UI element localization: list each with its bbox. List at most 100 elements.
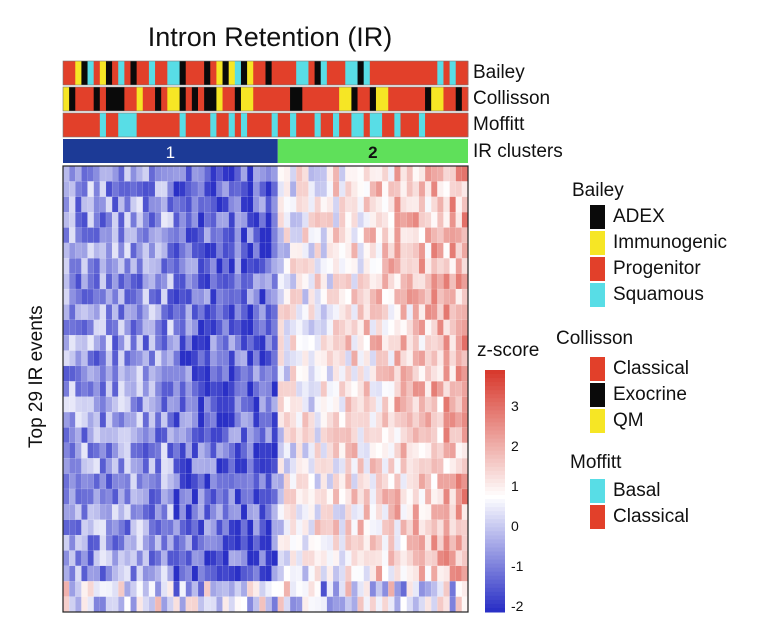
colorbar-segment [485, 418, 505, 423]
colorbar-segment [485, 478, 505, 484]
collisson-track-cell [302, 87, 309, 111]
heatmap-cell [381, 258, 389, 275]
heatmap-cell [388, 427, 395, 444]
heatmap-cell [394, 519, 401, 536]
heatmap-cell [99, 504, 107, 521]
heatmap-cell [154, 212, 162, 228]
colorbar-segment [485, 386, 505, 391]
heatmap-cell [197, 350, 205, 367]
heatmap-cell [375, 596, 383, 613]
heatmap-cell [142, 212, 150, 228]
heatmap-cell [216, 365, 223, 382]
heatmap-cell [111, 427, 119, 444]
heatmap-cell [136, 504, 144, 521]
heatmap-cell [339, 427, 346, 444]
heatmap-cell [222, 365, 230, 382]
heatmap-cell [326, 534, 334, 551]
heatmap-cell [271, 550, 279, 567]
heatmap-cell [314, 335, 322, 351]
heatmap-cell [154, 196, 162, 213]
heatmap-cell [124, 565, 131, 582]
heatmap-cell [320, 488, 328, 505]
heatmap-cell [332, 365, 340, 382]
heatmap-cell [222, 504, 230, 521]
heatmap-cell [455, 396, 463, 413]
heatmap-cell [148, 565, 156, 582]
heatmap-cell [253, 181, 260, 198]
heatmap-cell [418, 165, 426, 182]
heatmap-cell [216, 335, 223, 351]
heatmap-cell [154, 473, 162, 490]
colorbar-segment [485, 410, 505, 415]
heatmap-cell [154, 288, 162, 305]
heatmap-cell [418, 196, 426, 213]
heatmap-cell [142, 396, 150, 413]
heatmap-cell [105, 165, 113, 182]
heatmap-cell [308, 411, 316, 428]
heatmap-cell [197, 273, 205, 290]
heatmap-cell [185, 411, 193, 428]
heatmap-cell [222, 242, 230, 259]
heatmap-cell [240, 196, 248, 213]
heatmap-cell [449, 319, 457, 336]
heatmap-cell [283, 565, 291, 582]
heatmap-cell [326, 335, 334, 351]
heatmap-cell [253, 442, 260, 459]
moffitt-track-cell [382, 113, 389, 137]
heatmap-cell [124, 596, 131, 613]
heatmap-cell [394, 504, 401, 521]
heatmap-cell [388, 227, 395, 244]
bailey-track-cell [93, 61, 101, 85]
heatmap-cell [424, 504, 432, 521]
heatmap-cell [62, 242, 70, 259]
collisson-track-cell [339, 87, 346, 111]
heatmap-cell [302, 273, 309, 290]
heatmap-cell [357, 227, 365, 244]
heatmap-cell [326, 550, 334, 567]
heatmap-cell [142, 381, 150, 398]
heatmap-cell [265, 504, 273, 521]
moffitt-track-cell [81, 113, 88, 137]
colorbar-segment [485, 470, 505, 476]
heatmap-cell [246, 458, 254, 475]
heatmap-cell [161, 565, 168, 582]
heatmap-cell [161, 534, 168, 551]
heatmap-cell [406, 365, 414, 382]
heatmap-cell [265, 534, 273, 551]
heatmap-cell [87, 488, 95, 505]
legend-swatch [590, 409, 605, 433]
heatmap-cell [253, 381, 260, 398]
heatmap-cell [210, 488, 217, 505]
moffitt-track-cell [425, 113, 432, 137]
heatmap-cell [228, 319, 236, 336]
legend-swatch [590, 283, 605, 307]
heatmap-cell [388, 473, 395, 490]
heatmap-cell [161, 488, 168, 505]
heatmap-cell [320, 458, 328, 475]
bailey-track-cell [222, 61, 230, 85]
heatmap-cell [93, 365, 101, 382]
heatmap-cell [185, 288, 193, 305]
heatmap-cell [326, 319, 334, 336]
heatmap-cell [161, 458, 168, 475]
heatmap-cell [216, 273, 223, 290]
heatmap-cell [130, 488, 138, 505]
heatmap-cell [345, 488, 352, 505]
heatmap-cell [204, 350, 211, 367]
heatmap-cell [351, 365, 358, 382]
collisson-track-cell [173, 87, 180, 111]
heatmap-cell [228, 181, 236, 198]
heatmap-cell [394, 473, 401, 490]
heatmap-cell [154, 381, 162, 398]
heatmap-cell [394, 242, 401, 259]
heatmap-cell [277, 581, 285, 598]
heatmap-cell [111, 581, 119, 598]
heatmap-cell [253, 258, 260, 275]
heatmap-cell [240, 396, 248, 413]
heatmap-cell [418, 396, 426, 413]
heatmap-cell [75, 473, 82, 490]
heatmap-cell [93, 488, 101, 505]
heatmap-cell [130, 565, 138, 582]
bailey-track-cell [406, 61, 414, 85]
heatmap-cell [320, 534, 328, 551]
